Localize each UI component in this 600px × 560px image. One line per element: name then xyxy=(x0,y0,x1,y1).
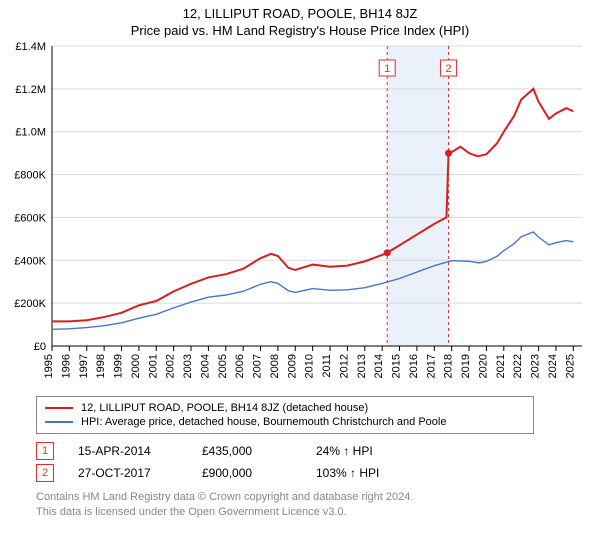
legend: 12, LILLIPUT ROAD, POOLE, BH14 8JZ (deta… xyxy=(36,396,534,434)
legend-item: HPI: Average price, detached house, Bour… xyxy=(45,415,525,429)
legend-label: 12, LILLIPUT ROAD, POOLE, BH14 8JZ (deta… xyxy=(81,402,368,414)
chart-svg: £0 £200K £400K £600K £800K £1.0M £1.2M £1.4M 199… xyxy=(0,38,600,390)
event-badge: 2 xyxy=(36,464,54,482)
title-address: 12, LILLIPUT ROAD, POOLE, BH14 8JZ xyxy=(0,6,600,21)
y-tick-label: £800K xyxy=(14,170,46,182)
x-tick-label: 2001 xyxy=(147,354,159,378)
x-tick-label: 2007 xyxy=(252,354,264,378)
y-tick-label: £1.2M xyxy=(15,84,46,96)
footer-line1: Contains HM Land Registry data © Crown c… xyxy=(36,490,600,505)
footer-line2: This data is licensed under the Open Gov… xyxy=(36,505,600,520)
x-tick-label: 2014 xyxy=(373,354,385,378)
x-tick-label: 2011 xyxy=(321,354,333,378)
x-tick-label: 2002 xyxy=(165,354,177,378)
x-tick-label: 2020 xyxy=(477,354,489,378)
x-tick-label: 2025 xyxy=(564,354,576,378)
y-tick-label: £600K xyxy=(14,212,46,224)
event-price: £900,000 xyxy=(202,466,292,480)
titles: 12, LILLIPUT ROAD, POOLE, BH14 8JZ Price… xyxy=(0,0,600,38)
x-tick-label: 1996 xyxy=(60,354,72,378)
x-tick-label: 2018 xyxy=(443,354,455,378)
x-tick-label: 2016 xyxy=(408,354,420,378)
legend-swatch xyxy=(45,407,73,409)
x-tick-label: 2008 xyxy=(269,354,281,378)
x-tick-label: 2021 xyxy=(495,354,507,378)
y-tick-label: £1.4M xyxy=(15,41,46,53)
event-delta: 103% ↑ HPI xyxy=(316,466,379,480)
legend-item: 12, LILLIPUT ROAD, POOLE, BH14 8JZ (deta… xyxy=(45,401,525,415)
x-tick-label: 2017 xyxy=(425,354,437,378)
x-tick-label: 2019 xyxy=(460,354,472,378)
events-list: 1 15-APR-2014 £435,000 24% ↑ HPI 2 27-OCT-201… xyxy=(36,442,600,482)
chart-container: 12, LILLIPUT ROAD, POOLE, BH14 8JZ Price… xyxy=(0,0,600,521)
event-delta: 24% ↑ HPI xyxy=(316,444,373,458)
marker-subject xyxy=(445,150,452,157)
x-tick-label: 2003 xyxy=(182,354,194,378)
chart-area: £0 £200K £400K £600K £800K £1.0M £1.2M £1.4M 199… xyxy=(0,38,600,390)
footer-attribution: Contains HM Land Registry data © Crown c… xyxy=(36,490,600,521)
event-badge: 1 xyxy=(36,442,54,460)
x-tick-label: 1995 xyxy=(43,354,55,378)
event-row: 1 15-APR-2014 £435,000 24% ↑ HPI xyxy=(36,442,600,460)
y-tick-label: £400K xyxy=(14,255,46,267)
x-tick-label: 2009 xyxy=(286,354,298,378)
x-tick-label: 2010 xyxy=(304,354,316,378)
event-date: 15-APR-2014 xyxy=(78,444,178,458)
guide-badge: 1 xyxy=(384,63,390,75)
x-tick-label: 2005 xyxy=(217,354,229,378)
x-tick-label: 2013 xyxy=(356,354,368,378)
marker-subject xyxy=(384,249,391,256)
x-tick-label: 2012 xyxy=(338,354,350,378)
legend-swatch xyxy=(45,421,73,423)
x-tick-label: 2004 xyxy=(199,354,211,378)
x-tick-label: 1999 xyxy=(113,354,125,378)
x-tick-label: 1998 xyxy=(95,354,107,378)
x-tick-label: 2022 xyxy=(512,354,524,378)
x-tick-label: 2000 xyxy=(130,354,142,378)
y-tick-label: £1.0M xyxy=(15,127,46,139)
y-tick-label: £0 xyxy=(34,341,46,353)
title-subtitle: Price paid vs. HM Land Registry's House … xyxy=(0,23,600,38)
x-tick-label: 2023 xyxy=(530,354,542,378)
y-tick-label: £200K xyxy=(14,298,46,310)
x-tick-label: 2024 xyxy=(547,354,559,378)
guide-badge: 2 xyxy=(445,63,451,75)
event-date: 27-OCT-2017 xyxy=(78,466,178,480)
event-price: £435,000 xyxy=(202,444,292,458)
event-row: 2 27-OCT-2017 £900,000 103% ↑ HPI xyxy=(36,464,600,482)
x-tick-label: 2015 xyxy=(391,354,403,378)
x-tick-label: 1997 xyxy=(78,354,90,378)
x-tick-label: 2006 xyxy=(234,354,246,378)
legend-label: HPI: Average price, detached house, Bour… xyxy=(81,416,446,428)
